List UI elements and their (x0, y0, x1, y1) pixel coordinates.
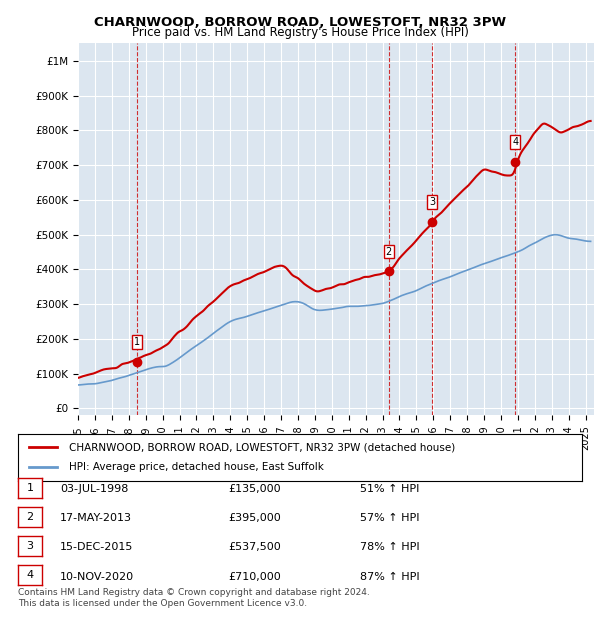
Text: CHARNWOOD, BORROW ROAD, LOWESTOFT, NR32 3PW (detached house): CHARNWOOD, BORROW ROAD, LOWESTOFT, NR32 … (69, 442, 455, 452)
Text: 1: 1 (26, 483, 34, 493)
Text: 57% ↑ HPI: 57% ↑ HPI (360, 513, 419, 523)
Text: £710,000: £710,000 (228, 572, 281, 582)
Text: 4: 4 (26, 570, 34, 580)
Text: 78% ↑ HPI: 78% ↑ HPI (360, 542, 419, 552)
Text: HPI: Average price, detached house, East Suffolk: HPI: Average price, detached house, East… (69, 463, 323, 472)
Text: Contains HM Land Registry data © Crown copyright and database right 2024.
This d: Contains HM Land Registry data © Crown c… (18, 588, 370, 608)
Text: 2: 2 (26, 512, 34, 522)
Text: £537,500: £537,500 (228, 542, 281, 552)
Text: 17-MAY-2013: 17-MAY-2013 (60, 513, 132, 523)
Text: 51% ↑ HPI: 51% ↑ HPI (360, 484, 419, 494)
Text: 3: 3 (430, 197, 436, 207)
Text: £395,000: £395,000 (228, 513, 281, 523)
Text: 1: 1 (134, 337, 140, 347)
Text: £135,000: £135,000 (228, 484, 281, 494)
Text: 15-DEC-2015: 15-DEC-2015 (60, 542, 133, 552)
Text: 2: 2 (386, 247, 392, 257)
Text: 87% ↑ HPI: 87% ↑ HPI (360, 572, 419, 582)
Text: 4: 4 (512, 137, 518, 147)
Text: 10-NOV-2020: 10-NOV-2020 (60, 572, 134, 582)
Text: 3: 3 (26, 541, 34, 551)
Text: Price paid vs. HM Land Registry's House Price Index (HPI): Price paid vs. HM Land Registry's House … (131, 26, 469, 39)
Text: CHARNWOOD, BORROW ROAD, LOWESTOFT, NR32 3PW: CHARNWOOD, BORROW ROAD, LOWESTOFT, NR32 … (94, 16, 506, 29)
Text: 03-JUL-1998: 03-JUL-1998 (60, 484, 128, 494)
